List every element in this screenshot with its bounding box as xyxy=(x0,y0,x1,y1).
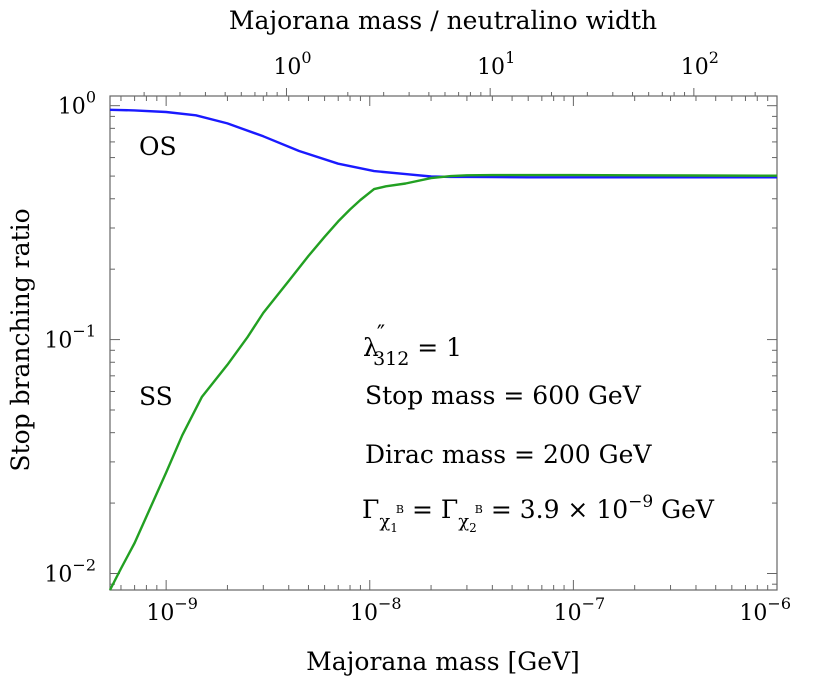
gamma-symbol-1: Γ xyxy=(362,495,379,524)
top-tick-label-0: 100 xyxy=(273,48,311,80)
y-tick-label-2-exponent: −2 xyxy=(72,555,96,574)
x-tick-label-0-exponent: −9 xyxy=(174,594,198,613)
y-axis-title: Stop branching ratio xyxy=(6,208,35,471)
dirac-mass-annotation: Dirac mass = 200 GeV xyxy=(365,440,652,469)
lambda-symbol: λ xyxy=(363,333,379,362)
curve-label-ss: SS xyxy=(139,382,173,411)
top-tick-label-1-base: 10 xyxy=(477,55,505,80)
x-axis-title: Majorana mass [GeV] xyxy=(306,647,580,676)
equals-sign: = xyxy=(404,495,441,524)
top-tick-label-1: 101 xyxy=(477,48,515,80)
series-line-os xyxy=(109,108,777,179)
chi-sup-1: B xyxy=(396,503,404,516)
y-tick-label-1-exponent: −1 xyxy=(72,322,96,341)
y-tick-label-2-base: 10 xyxy=(44,562,72,587)
x-tick-label-2-exponent: −7 xyxy=(582,594,606,613)
y-tick-label-1-base: 10 xyxy=(44,329,72,354)
top-tick-label-2-base: 10 xyxy=(681,55,709,80)
width-annotation: Γχ1B = Γχ2B = 3.9 × 10−9 GeV xyxy=(362,492,715,535)
top-axis-title: Majorana mass / neutralino width xyxy=(229,6,657,35)
x-tick-label-3-exponent: −6 xyxy=(767,594,791,613)
top-tick-label-0-base: 10 xyxy=(273,55,301,80)
y-tick-label-0-exponent: 0 xyxy=(86,88,96,107)
chi-sub-1: 1 xyxy=(390,521,398,535)
x-tick-label-3-base: 10 xyxy=(739,601,767,626)
x-tick-label-0: 10−9 xyxy=(146,594,198,626)
chi-symbol-2: χ xyxy=(458,511,469,532)
x-tick-label-3: 10−6 xyxy=(739,594,791,626)
gamma-symbol-2: Γ xyxy=(441,495,458,524)
gamma-unit: GeV xyxy=(653,495,715,524)
y-tick-label-0-base: 10 xyxy=(58,95,86,120)
x-tick-label-0-base: 10 xyxy=(146,601,174,626)
x-tick-label-1-exponent: −8 xyxy=(378,594,402,613)
stop-mass-annotation: Stop mass = 600 GeV xyxy=(365,381,642,410)
chi-symbol-1: χ xyxy=(379,511,390,532)
gamma-exponent: −9 xyxy=(628,492,653,512)
plot-frame xyxy=(109,95,778,591)
curves xyxy=(108,108,778,591)
gamma-value: = 3.9 × 10 xyxy=(483,495,628,524)
chi-sub-2: 2 xyxy=(469,521,477,535)
y-tick-label-0: 100 xyxy=(58,88,96,120)
lambda-subscript: 312 xyxy=(373,348,409,370)
lambda-prime: ″ xyxy=(377,322,385,347)
x-tick-label-2-base: 10 xyxy=(554,601,582,626)
curve-label-os: OS xyxy=(139,132,177,161)
y-tick-label-1: 10−1 xyxy=(44,322,96,354)
top-tick-label-2: 102 xyxy=(681,48,719,80)
lambda-annotation: λ″ 312 = 1 xyxy=(363,322,462,370)
lambda-equals: = 1 xyxy=(409,333,462,362)
top-tick-label-0-exponent: 0 xyxy=(301,48,311,67)
x-tick-label-1: 10−8 xyxy=(350,594,402,626)
x-tick-label-2: 10−7 xyxy=(554,594,606,626)
chi-sup-2: B xyxy=(475,503,483,516)
top-tick-label-1-exponent: 1 xyxy=(505,48,515,67)
x-tick-label-1-base: 10 xyxy=(350,601,378,626)
y-tick-label-2: 10−2 xyxy=(44,555,96,587)
series-line-ss xyxy=(108,173,778,591)
top-tick-label-2-exponent: 2 xyxy=(709,48,719,67)
